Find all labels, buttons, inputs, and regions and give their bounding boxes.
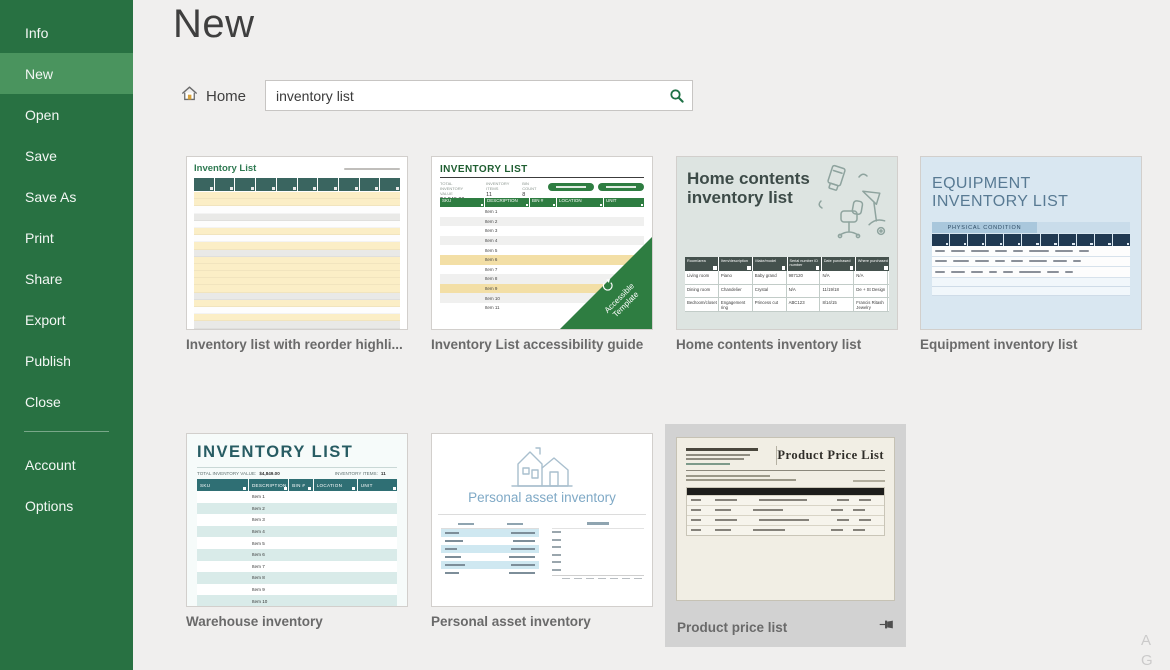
table-row: Living room Piano Baby grand 987120 N/A N/A — [685, 271, 889, 285]
template-search-input[interactable] — [266, 87, 662, 104]
template-caption: Product price list — [677, 619, 788, 635]
table-header-skeleton — [194, 178, 401, 191]
thumb-button — [598, 183, 644, 191]
home-icon — [180, 84, 199, 108]
search-icon[interactable] — [662, 81, 692, 110]
pin-icon[interactable] — [879, 616, 896, 638]
company-info-skeleton — [686, 446, 776, 465]
home-label: Home — [206, 87, 247, 105]
table-row: Dining room Chandelier Crystal N/A 11/19/18 D… — [685, 284, 889, 298]
template-caption: Warehouse inventory — [186, 614, 323, 629]
template-card-home-contents[interactable]: Home contents inventory list Room/area I… — [676, 156, 898, 352]
house-sketch-icon — [432, 444, 652, 488]
furniture-doodles-icon — [815, 163, 893, 260]
template-caption: Personal asset inventory — [431, 614, 591, 629]
sidebar-item-save-as[interactable]: Save As — [25, 188, 77, 205]
thumb-title: INVENTORY LIST — [197, 443, 354, 461]
table-header: SKU DESCRIPTION BIN # LOCATION UNIT — [197, 479, 397, 491]
template-card-personal-asset[interactable]: Personal asset inventory — [431, 433, 653, 629]
sidebar-divider — [24, 431, 109, 432]
asset-bar-chart — [552, 520, 644, 579]
template-card-inventory-reorder[interactable]: Inventory List Inventory list with reord… — [186, 156, 408, 352]
sidebar-item-share[interactable]: Share — [25, 270, 63, 287]
thumb-title: Home contents inventory list — [687, 169, 810, 208]
thumb-button — [548, 183, 594, 191]
template-thumbnail: Home contents inventory list Room/area I… — [676, 156, 898, 330]
asset-table-skeleton — [441, 520, 539, 577]
sidebar-item-info[interactable]: Info — [25, 24, 49, 41]
physical-condition-band: PHYSICAL CONDITION — [932, 222, 1130, 233]
template-thumbnail: Inventory List — [186, 156, 408, 330]
thumb-title: EQUIPMENT INVENTORY LIST — [932, 175, 1069, 210]
table-header-skeleton — [932, 234, 1131, 246]
thumb-title: Inventory List — [194, 163, 257, 174]
breadcrumb-home[interactable]: Home — [180, 84, 246, 108]
thumb-title: INVENTORY LIST — [440, 164, 644, 178]
sidebar-item-new[interactable]: New — [0, 53, 133, 94]
table-rows-skeleton — [932, 246, 1130, 278]
table-rows: Item 1 Item 2 Item 3 Item 4 Item 5 Item … — [440, 207, 644, 313]
sidebar-item-close[interactable]: Close — [25, 393, 61, 410]
sidebar-item-account[interactable]: Account — [25, 456, 76, 473]
template-card-accessibility-guide[interactable]: INVENTORY LIST TOTAL INVENTORY VALUE$4,8… — [431, 156, 653, 352]
sidebar-item-options[interactable]: Options — [25, 497, 74, 514]
template-caption: Inventory list with reorder highli... — [186, 337, 403, 352]
thumb-title: Product Price List — [777, 447, 885, 462]
thumb-title: Personal asset inventory — [468, 490, 616, 505]
template-thumbnail: EQUIPMENT INVENTORY LIST PHYSICAL CONDIT… — [920, 156, 1142, 330]
table-header: SKU DESCRIPTION BIN # LOCATION UNIT — [440, 198, 644, 207]
sidebar-item-open[interactable]: Open — [25, 106, 60, 123]
page-title: New — [173, 2, 255, 46]
template-search-box — [265, 80, 693, 111]
template-caption: Inventory List accessibility guide — [431, 337, 644, 352]
template-thumbnail: Personal asset inventory — [431, 433, 653, 607]
accessible-template-ribbon — [560, 237, 652, 329]
sidebar-item-save[interactable]: Save — [25, 147, 57, 164]
table-rows: Item 1 Item 2 Item 3 Item 4 Item 5 Item … — [197, 491, 397, 606]
thumb-stats: TOTAL INVENTORY VALUE$4,849.00 INVENTORY… — [440, 181, 644, 203]
corner-watermark: A G — [1141, 632, 1153, 669]
template-thumbnail: INVENTORY LIST TOTAL INVENTORY VALUE$4,8… — [431, 156, 653, 330]
sidebar-item-publish[interactable]: Publish — [25, 352, 71, 369]
sidebar-item-export[interactable]: Export — [25, 311, 66, 328]
template-card-warehouse-inventory[interactable]: INVENTORY LIST TOTAL INVENTORY VALUE: $4,… — [186, 433, 408, 629]
template-card-equipment-inventory[interactable]: EQUIPMENT INVENTORY LIST PHYSICAL CONDIT… — [920, 156, 1142, 352]
table-row: Bedroom/closet Engagement ring Princess cu… — [685, 298, 889, 312]
template-caption: Home contents inventory list — [676, 337, 862, 352]
sidebar-item-print[interactable]: Print — [25, 229, 54, 246]
template-card-product-price-list-selected[interactable]: Product Price List Product price list — [665, 424, 906, 647]
price-table-skeleton — [686, 486, 885, 536]
contents-table: Room/area Item/description Make/model Se… — [685, 257, 890, 312]
backstage-sidebar: Info New Open Save Save As Print Share E… — [0, 0, 133, 670]
template-caption: Equipment inventory list — [920, 337, 1078, 352]
template-thumbnail: Product Price List — [676, 437, 895, 601]
thumb-stats: TOTAL INVENTORY VALUE: $4,849.00 INVENTOR… — [197, 471, 386, 476]
template-thumbnail: INVENTORY LIST TOTAL INVENTORY VALUE: $4,… — [186, 433, 408, 607]
table-rows-skeleton — [194, 192, 400, 329]
accessibility-refresh-icon — [598, 277, 620, 299]
